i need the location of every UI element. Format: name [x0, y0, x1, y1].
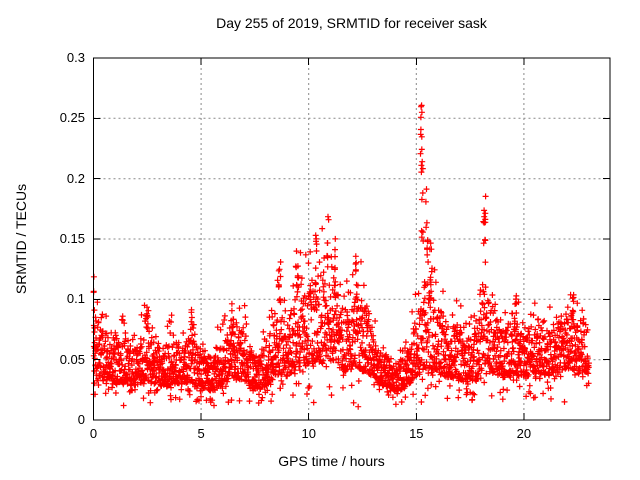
grid — [93, 58, 610, 420]
x-tick-label: 15 — [409, 426, 424, 441]
x-tick-label: 10 — [301, 426, 316, 441]
y-tick-label: 0.2 — [66, 170, 85, 186]
chart-title: Day 255 of 2019, SRMTID for receiver sas… — [216, 15, 487, 31]
y-axis-label: SRMTID / TECUs — [13, 183, 29, 295]
y-tick-label: 0.3 — [66, 50, 85, 65]
y-tick-label: 0.15 — [59, 231, 85, 246]
y-tick-label: 0.1 — [66, 291, 85, 307]
y-tick-label: 0.25 — [59, 110, 85, 126]
x-tick-label: 20 — [516, 426, 532, 441]
y-tick-label: 0.05 — [59, 351, 85, 367]
x-tick-label: 0 — [89, 426, 98, 441]
y-tick-label: 0 — [77, 412, 85, 427]
x-tick-label: 5 — [197, 426, 205, 441]
data-points — [90, 102, 592, 410]
axes — [93, 57, 611, 421]
axis-ticks — [93, 57, 610, 421]
x-axis-label: GPS time / hours — [278, 453, 385, 469]
